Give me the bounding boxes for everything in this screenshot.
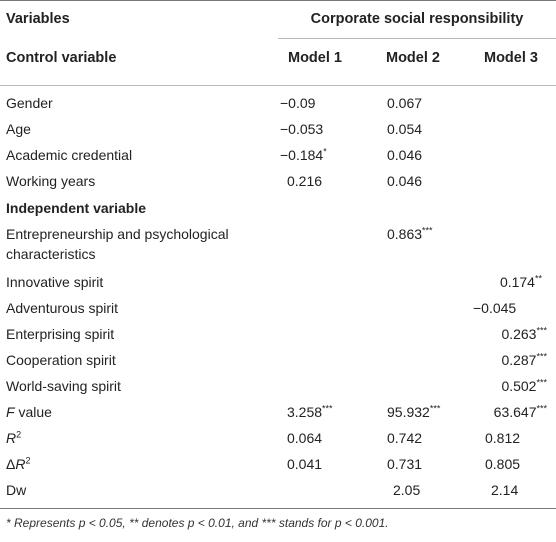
row-label-continued: characteristics: [6, 246, 96, 262]
header-rule: [0, 85, 556, 86]
model1-value: 0.216: [287, 173, 323, 189]
model2-value: 0.731: [387, 456, 423, 472]
model3-value: 0.502***: [501, 377, 547, 394]
row-label: Dw: [6, 482, 27, 498]
row-label: Academic credential: [6, 147, 133, 163]
header-control-variable: Control variable: [6, 50, 117, 66]
row-label: ΔR2: [6, 455, 31, 472]
section-label: Independent variable: [6, 200, 147, 216]
header-variables: Variables: [6, 11, 70, 27]
bottom-rule: [0, 508, 556, 509]
csr-underline: [278, 38, 556, 39]
row-label: Adventurous spirit: [6, 300, 119, 316]
model1-value: 0.064: [287, 430, 323, 446]
model2-value: 0.067: [387, 95, 423, 111]
model3-value: 0.263***: [501, 325, 547, 342]
model1-value: −0.09: [280, 95, 316, 111]
model2-value: 2.05: [393, 482, 421, 498]
header-csr: Corporate social responsibility: [310, 11, 524, 27]
header-model-3: Model 3: [484, 50, 538, 66]
model1-value: 3.258***: [287, 403, 333, 420]
model2-value: 0.046: [387, 173, 423, 189]
model3-value: 0.812: [485, 430, 521, 446]
row-label: Age: [6, 121, 31, 137]
model2-value: 0.742: [387, 430, 423, 446]
model2-value: 0.863***: [387, 225, 433, 242]
model3-value: −0.045: [473, 300, 517, 316]
row-label: Enterprising spirit: [6, 326, 115, 342]
row-label: Cooperation spirit: [6, 352, 116, 368]
row-label: Working years: [6, 173, 96, 189]
model1-value: 0.041: [287, 456, 323, 472]
row-label: Gender: [6, 95, 53, 111]
row-label: Entrepreneurship and psychological: [6, 226, 229, 242]
row-label: F value: [6, 404, 52, 420]
table-footnote: * Represents p < 0.05, ** denotes p < 0.…: [6, 516, 389, 530]
row-label: World-saving spirit: [6, 378, 121, 394]
model3-value: 0.174**: [499, 273, 542, 290]
model2-value: 95.932***: [387, 403, 441, 420]
header-model-2: Model 2: [386, 50, 440, 66]
model2-value: 0.054: [387, 121, 423, 137]
header-model-1: Model 1: [288, 50, 342, 66]
model2-value: 0.046: [387, 147, 423, 163]
model1-value: −0.053: [280, 121, 324, 137]
model1-value: −0.184*: [280, 146, 327, 163]
row-label: R2: [6, 429, 22, 446]
model3-value: 0.287***: [501, 351, 547, 368]
model3-value: 2.14: [491, 482, 519, 498]
top-rule: [0, 0, 556, 1]
row-label: Innovative spirit: [6, 274, 104, 290]
model3-value: 0.805: [485, 456, 521, 472]
model3-value: 63.647***: [493, 403, 547, 420]
